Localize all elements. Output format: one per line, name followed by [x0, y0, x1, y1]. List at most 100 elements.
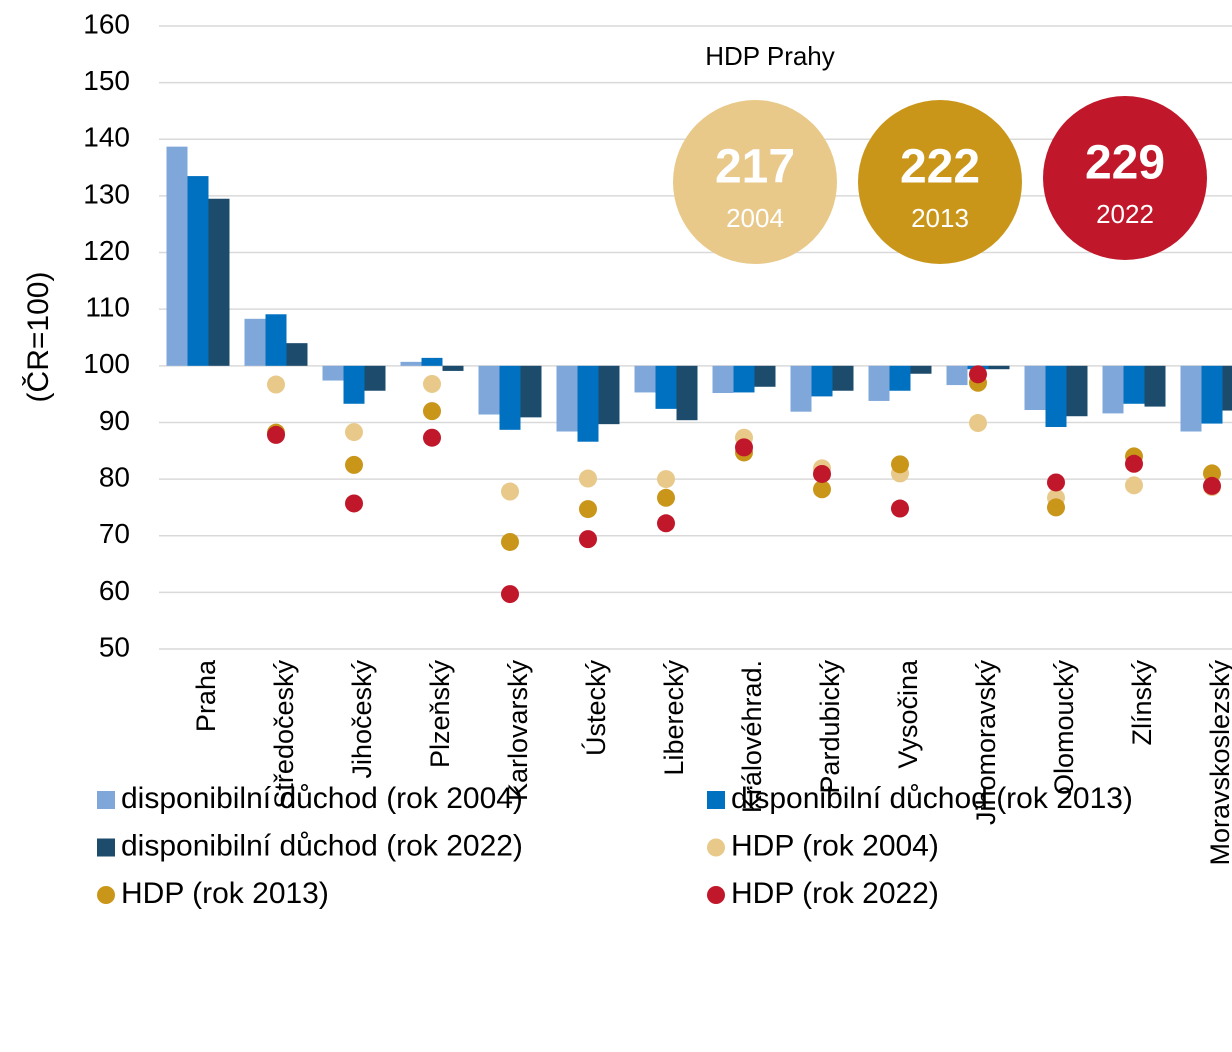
bar — [556, 365, 578, 432]
legend-swatch — [707, 791, 725, 809]
dot — [345, 423, 363, 442]
dot — [423, 374, 441, 393]
dot — [891, 499, 909, 518]
legend-swatch — [707, 886, 725, 904]
bar — [166, 146, 188, 366]
dot — [813, 464, 831, 483]
bar — [811, 365, 833, 397]
x-tick-label: Olomoucký — [1049, 660, 1079, 796]
dot — [657, 470, 675, 489]
bar — [868, 365, 890, 401]
dot — [345, 494, 363, 513]
dot — [657, 514, 675, 533]
annotation-circle — [1043, 96, 1207, 260]
bar — [754, 365, 776, 387]
annotation-value: 229 — [1085, 137, 1165, 190]
y-tick-label: 50 — [99, 631, 130, 662]
bar — [910, 365, 932, 374]
bar — [1123, 365, 1145, 404]
bar — [1066, 365, 1088, 417]
x-tick-label: Královéhrad. — [737, 660, 767, 813]
dot — [501, 482, 519, 501]
bar — [712, 365, 734, 394]
bar — [1102, 365, 1124, 414]
y-tick-label: 70 — [99, 518, 130, 549]
bar — [1222, 365, 1232, 411]
annotation-year: 2022 — [1096, 199, 1154, 229]
dot — [735, 438, 753, 457]
bar — [577, 365, 599, 442]
x-tick-label: Plzeňský — [425, 660, 455, 769]
bar — [676, 365, 698, 421]
bar — [322, 365, 344, 381]
bar — [1201, 365, 1223, 424]
bar — [187, 176, 209, 366]
x-tick-label: Středočeský — [269, 660, 299, 809]
legend-label: disponibilní důchod (rok 2022) — [121, 829, 523, 862]
dot — [969, 365, 987, 384]
bar — [1144, 365, 1166, 407]
legend-swatch — [97, 886, 115, 904]
bar — [832, 365, 854, 391]
x-tick-label: Moravskoslezský — [1205, 660, 1232, 866]
dot — [423, 402, 441, 421]
annotation-year: 2013 — [911, 203, 969, 233]
y-tick-label: 150 — [83, 65, 130, 96]
dot — [1203, 476, 1221, 495]
annotation-circle — [858, 100, 1022, 264]
bar — [655, 365, 677, 409]
dot — [969, 414, 987, 433]
x-tick-label: Liberecký — [659, 660, 689, 776]
legend-swatch — [97, 838, 115, 857]
dot — [579, 500, 597, 519]
dot — [267, 375, 285, 394]
bar — [400, 361, 422, 366]
x-tick-label: Karlovarský — [503, 660, 533, 802]
annotation-title: HDP Prahy — [705, 41, 835, 71]
dot — [501, 585, 519, 604]
y-tick-label: 130 — [83, 178, 130, 209]
y-tick-label: 160 — [83, 8, 130, 39]
bar — [946, 365, 968, 386]
dot — [579, 469, 597, 488]
bar — [598, 365, 620, 425]
bar — [790, 365, 812, 412]
legend-swatch — [707, 838, 725, 857]
x-tick-label: Zlínský — [1127, 660, 1157, 746]
dot — [267, 425, 285, 444]
y-tick-label: 90 — [99, 405, 130, 436]
bar — [244, 318, 266, 366]
legend-label: disponibilní důchod (rok 2013) — [731, 782, 1133, 815]
annotation-value: 217 — [715, 141, 795, 194]
bar — [733, 365, 755, 393]
bar — [208, 198, 230, 366]
dot — [345, 455, 363, 474]
legend-swatch — [97, 791, 115, 809]
bar — [520, 365, 542, 418]
y-tick-label: 140 — [83, 122, 130, 153]
annotation-circle — [673, 100, 837, 264]
dot — [657, 488, 675, 507]
y-tick-label: 100 — [83, 348, 130, 379]
y-axis-title: (ČR=100) — [21, 272, 55, 403]
legend-label: disponibilní důchod (rok 2004) — [121, 782, 523, 815]
y-tick-label: 80 — [99, 461, 130, 492]
bar — [343, 365, 365, 404]
dot — [1047, 473, 1065, 492]
x-tick-label: Ústecký — [580, 660, 611, 757]
x-tick-label: Jihočeský — [347, 660, 377, 779]
legend-label: HDP (rok 2022) — [731, 877, 939, 910]
bar — [364, 365, 386, 391]
dot — [891, 455, 909, 474]
bar — [286, 343, 308, 366]
dot — [579, 530, 597, 549]
dot — [1125, 454, 1143, 473]
bar — [634, 365, 656, 393]
bar — [1045, 365, 1067, 427]
bar — [265, 314, 287, 366]
bar — [889, 365, 911, 391]
bar — [1180, 365, 1202, 432]
dot — [501, 532, 519, 551]
y-tick-label: 120 — [83, 235, 130, 266]
